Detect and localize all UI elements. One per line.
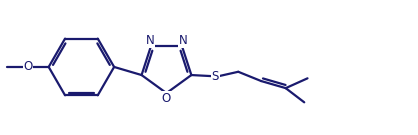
Text: N: N xyxy=(178,34,187,47)
Text: S: S xyxy=(212,70,219,83)
Text: N: N xyxy=(145,34,154,47)
Text: O: O xyxy=(162,92,171,104)
Text: O: O xyxy=(23,60,33,73)
